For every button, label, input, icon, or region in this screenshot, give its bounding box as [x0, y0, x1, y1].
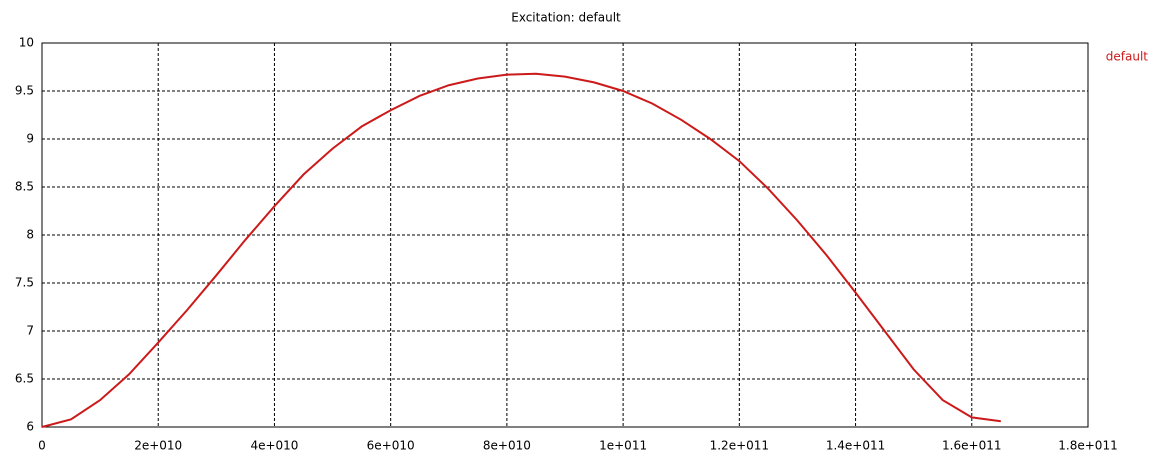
x-tick-label: 1.6e+011: [942, 439, 1001, 453]
y-tick-label: 6: [26, 420, 34, 434]
data-line: [41, 72, 1001, 428]
x-tick-label: 1.4e+011: [826, 439, 885, 453]
y-tick-label: 8.5: [15, 180, 34, 194]
y-tick-label: 8: [26, 228, 34, 242]
x-tick-label: 6e+010: [367, 439, 415, 453]
x-tick-label: 1e+011: [599, 439, 647, 453]
y-tick-label: 9: [26, 132, 34, 146]
x-tick-label: 2e+010: [134, 439, 182, 453]
plot-frame: [41, 42, 1089, 428]
y-tick-label: 7.5: [15, 276, 34, 290]
legend-entry: default: [1106, 50, 1149, 64]
x-tick-label: 8e+010: [483, 439, 531, 453]
y-tick-label: 10: [19, 36, 34, 50]
x-tick-label: 0: [38, 439, 46, 453]
y-tick-label: 9.5: [15, 84, 34, 98]
x-tick-label: 1.2e+011: [710, 439, 769, 453]
y-tick-label: 7: [26, 324, 34, 338]
x-tick-label: 4e+010: [250, 439, 298, 453]
x-tick-label: 1.8e+011: [1058, 439, 1117, 453]
chart-title: Excitation: default: [511, 11, 621, 25]
y-tick-label: 6.5: [15, 372, 34, 386]
